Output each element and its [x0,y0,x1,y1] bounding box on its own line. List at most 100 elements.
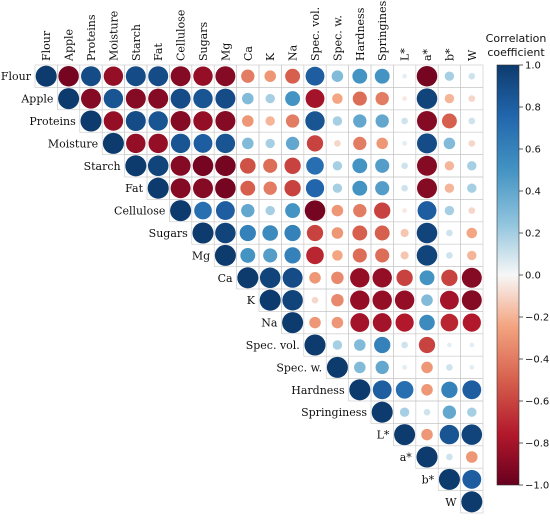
colorbar-tick-label: −0.8 [525,439,549,450]
correlation-circle [416,245,438,266]
column-label: Proteins [85,14,98,61]
column-label: Cellulose [175,10,188,61]
correlation-circle [263,248,278,263]
correlation-circle [332,116,343,126]
correlation-circle [441,113,457,129]
correlation-circle [81,66,101,87]
colorbar-tick-label: 0.6 [525,145,541,156]
correlation-circle [421,384,433,396]
correlation-circle [400,251,409,260]
correlation-circle [444,71,455,81]
correlation-circle [331,204,344,217]
correlation-circle [259,289,281,311]
correlation-circle [332,250,343,261]
correlation-circle [374,202,391,219]
correlation-circle [103,88,124,109]
row-label: Spec. vol. [246,339,300,352]
correlation-circle [192,222,214,244]
row-label: Mg [192,249,210,262]
correlation-circle [417,111,437,131]
correlation-circle [80,110,102,132]
row-label: Springiness [301,406,367,419]
correlation-circle [468,140,476,147]
row-label: Ca [218,272,233,285]
cell-border [460,490,484,514]
correlation-circle [353,203,367,218]
correlation-circle [305,179,325,198]
correlation-circle [170,88,191,109]
correlation-circle [215,155,236,177]
correlation-circle [282,312,304,334]
correlation-circle [446,252,453,259]
correlation-circle [352,180,368,196]
column-label: Spec. vol. [309,7,322,61]
correlation-circle [401,341,408,349]
row-label: a* [400,451,413,464]
correlation-circle [416,222,438,244]
correlation-circle [215,222,236,244]
correlation-circle [468,95,476,102]
row-label: Spec. w. [276,361,322,374]
correlation-circle [417,178,437,199]
correlation-circle [125,155,147,177]
row-label: b* [422,473,435,486]
row-label: Fat [125,182,143,195]
row-label: Hardness [291,384,345,397]
correlation-circle [264,70,276,82]
correlation-circle [215,88,236,109]
correlation-circle [352,225,368,241]
correlation-circle [374,336,391,354]
correlation-circle [350,313,370,333]
colorbar-tick-label: 0.2 [525,229,541,240]
row-label: L* [377,429,390,442]
row-label: Proteins [29,115,76,128]
correlation-circle [466,227,478,239]
correlation-circle [395,313,414,332]
correlation-circle [306,156,324,175]
colorbar-title: Correlation [486,32,547,45]
correlation-circle [396,269,413,286]
correlation-circle [461,290,482,311]
correlation-circle [372,380,392,400]
correlation-circle [193,133,213,153]
correlation-circle [395,380,414,399]
correlation-circle [375,158,390,173]
correlation-circle [334,140,341,147]
correlation-circle [444,183,455,193]
correlation-circle [375,181,390,196]
column-label: Mg [219,43,232,61]
correlation-circle [193,178,213,199]
correlation-circle [374,68,390,84]
correlation-circle [417,201,437,221]
correlation-circle [193,88,213,109]
correlation-circle [282,289,303,311]
correlation-circle [440,313,459,332]
correlation-circle [148,66,169,87]
correlation-circle [285,203,301,219]
correlation-circle [402,96,407,101]
correlation-circle [421,361,433,374]
correlation-circle [284,157,301,174]
correlation-circle [331,316,344,329]
correlation-circle [262,225,279,241]
correlation-circle [147,155,169,177]
row-label: Flour [1,70,32,83]
colorbar-tick-label: −0.6 [525,397,549,408]
correlation-circle [192,155,214,177]
correlation-circle [442,405,457,419]
correlation-circle [372,313,392,333]
correlation-circle [468,117,476,125]
column-label: Apple [63,29,76,62]
column-label: Ca [242,46,255,61]
correlation-circle [375,91,389,106]
correlation-circle [372,290,392,310]
correlation-circle [401,184,408,192]
correlation-circle [215,133,236,154]
correlation-circle [353,136,367,151]
column-label: Na [287,44,300,61]
correlation-circle [309,316,321,329]
correlation-circle [285,114,300,128]
correlation-circle [447,342,452,348]
column-labels: Flour Apple Proteins Moisture Starch Fat Cellu… [40,0,479,62]
correlation-circle [354,361,366,374]
